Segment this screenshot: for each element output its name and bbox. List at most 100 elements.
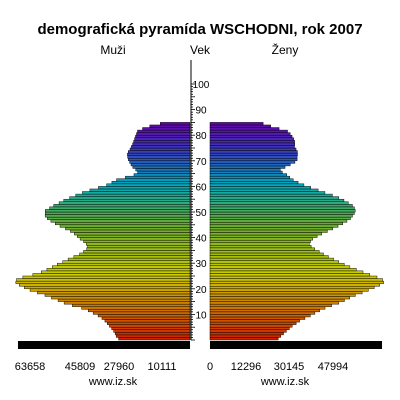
female-bar-age-28 [209, 265, 351, 269]
female-bar-age-80 [209, 132, 291, 136]
age-tick-label: 10 [195, 310, 207, 321]
male-bar-age-67 [132, 165, 191, 169]
male-bar-age-26 [41, 270, 191, 274]
male-bar-age-41 [74, 232, 191, 236]
male-bar-age-25 [32, 273, 191, 277]
female-bar-age-21 [209, 283, 380, 287]
female-bar-age-71 [209, 155, 298, 159]
female-bar-age-79 [209, 134, 293, 138]
right-source-link[interactable]: www.iz.sk [260, 376, 310, 388]
male-bar-age-42 [70, 229, 191, 233]
female-bar-age-52 [209, 204, 353, 208]
female-bar-age-30 [209, 260, 339, 264]
age-tick-label: 100 [193, 80, 210, 91]
female-bar-age-37 [209, 242, 310, 246]
male-bar-age-19 [29, 288, 191, 292]
male-bar-age-62 [116, 178, 191, 182]
male-bar-age-80 [136, 132, 191, 136]
left-x-tick-label: 10111 [148, 361, 177, 373]
male-bar-age-83 [149, 124, 191, 128]
male-bar-age-45 [55, 222, 191, 226]
male-bar-age-65 [137, 170, 191, 174]
male-bar-age-4 [111, 326, 191, 330]
female-bar-age-69 [209, 160, 296, 164]
male-bar-age-63 [125, 175, 191, 179]
female-bar-age-58 [209, 188, 319, 192]
female-bar-age-57 [209, 191, 326, 195]
male-bar-age-27 [46, 268, 191, 272]
male-bar-age-74 [129, 147, 191, 151]
female-bar-age-11 [209, 309, 320, 313]
female-bar-age-72 [209, 152, 298, 156]
female-bar-age-14 [209, 301, 340, 305]
female-bar-age-76 [209, 142, 296, 146]
female-bar-age-38 [209, 239, 311, 243]
male-bar-age-77 [133, 140, 191, 144]
male-bar-age-70 [128, 158, 191, 162]
female-bar-age-3 [209, 329, 287, 333]
right-x-tick-label: 12296 [231, 361, 262, 373]
male-bar-age-76 [132, 142, 191, 146]
male-bar-age-78 [134, 137, 191, 141]
male-bar-age-47 [47, 216, 191, 220]
male-bar-age-53 [58, 201, 191, 205]
male-bar-age-22 [15, 280, 191, 284]
male-bar-age-9 [97, 314, 191, 318]
female-bar-group [209, 122, 384, 341]
left-x-tick-label: 27960 [104, 361, 135, 373]
male-bar-age-28 [52, 265, 191, 269]
female-bar-age-18 [209, 291, 363, 295]
chart-title: demografická pyramída WSCHODNI, rok 2007 [37, 21, 362, 38]
age-axis-strip [191, 60, 209, 340]
male-bar-age-48 [44, 214, 191, 218]
age-tick-label: 50 [195, 208, 207, 219]
male-bar-age-82 [142, 127, 191, 131]
age-tick-label: 30 [195, 259, 207, 270]
male-bar-age-54 [63, 198, 191, 202]
male-bar-age-17 [44, 293, 191, 297]
female-bar-age-9 [209, 314, 311, 318]
male-bar-age-29 [57, 262, 191, 266]
male-bar-age-12 [81, 306, 191, 310]
male-bar-age-56 [75, 193, 191, 197]
male-bar-age-7 [104, 319, 191, 323]
age-tick-label: 80 [195, 131, 207, 142]
female-bar-age-6 [209, 321, 297, 325]
female-bar-age-65 [209, 170, 283, 174]
female-bar-age-67 [209, 165, 286, 169]
male-bar-age-84 [159, 122, 191, 126]
female-bar-age-59 [209, 186, 312, 190]
male-bar-age-61 [111, 181, 191, 185]
male-bar-age-15 [57, 298, 191, 302]
female-bar-age-82 [209, 127, 280, 131]
female-bar-age-39 [209, 237, 313, 241]
female-bar-age-22 [209, 280, 384, 284]
left-source-link[interactable]: www.iz.sk [88, 376, 138, 388]
female-bar-age-2 [209, 332, 284, 336]
right-panel-label: Ženy [272, 42, 299, 57]
female-bar-age-77 [209, 140, 295, 144]
male-bar-age-79 [135, 134, 191, 138]
left-x-tick-label: 45809 [65, 361, 96, 373]
female-bar-age-0 [209, 337, 279, 341]
female-bar-age-41 [209, 232, 322, 236]
male-bar-group [15, 122, 191, 341]
male-bar-age-10 [92, 311, 191, 315]
female-bar-age-83 [209, 124, 271, 128]
female-bar-age-36 [209, 245, 312, 249]
age-tick-label: 60 [195, 182, 207, 193]
male-bar-age-49 [45, 211, 191, 215]
male-bar-age-43 [65, 227, 191, 231]
female-bar-age-31 [209, 257, 334, 261]
age-tick-label: 70 [195, 157, 207, 168]
male-bar-age-8 [101, 316, 191, 320]
male-bar-age-37 [86, 242, 191, 246]
male-bar-age-2 [114, 332, 191, 336]
male-bar-age-35 [86, 247, 191, 251]
male-bar-age-64 [133, 173, 191, 177]
female-bar-age-5 [209, 324, 293, 328]
female-bar-age-50 [209, 209, 356, 213]
male-bar-age-50 [45, 209, 191, 213]
male-bar-age-71 [127, 155, 191, 159]
female-bar-age-29 [209, 262, 345, 266]
